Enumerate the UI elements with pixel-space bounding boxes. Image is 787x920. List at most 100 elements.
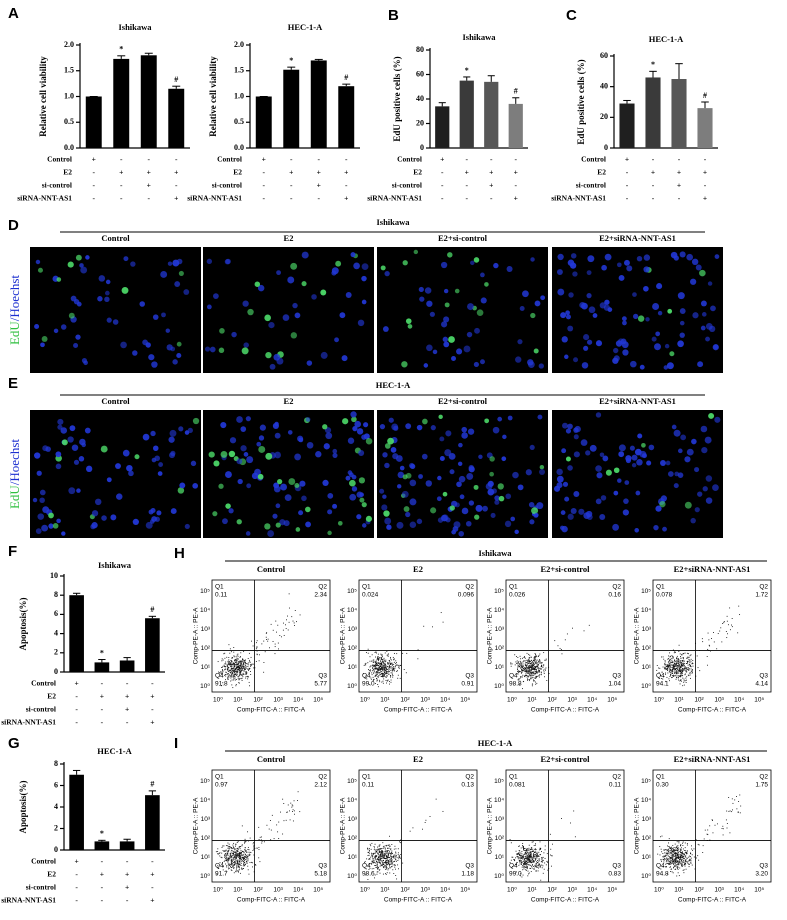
event-dot (687, 656, 689, 658)
event-dot (378, 663, 380, 664)
event-dot (376, 662, 378, 664)
event-dot (550, 854, 551, 856)
event-dot (681, 665, 683, 666)
event-dot (683, 861, 685, 863)
event-dot (674, 865, 676, 866)
event-dot (527, 662, 529, 664)
event-dot (220, 671, 222, 673)
event-dot (519, 671, 521, 673)
event-dot (227, 678, 229, 680)
event-dot (258, 846, 260, 848)
event-dot (299, 614, 301, 616)
event-dot (231, 661, 232, 663)
event-dot (530, 862, 532, 864)
cell-nucleus (380, 265, 386, 271)
event-dot (245, 672, 247, 674)
event-dot (239, 665, 241, 667)
event-dot (684, 858, 685, 860)
cell-nucleus (282, 314, 290, 321)
event-dot (241, 677, 243, 679)
cell-nucleus (458, 475, 466, 483)
event-dot (519, 684, 521, 686)
quadrant-percent: 0.30 (656, 782, 669, 789)
event-dot (246, 851, 247, 853)
event-dot (375, 662, 377, 664)
event-dot (378, 676, 379, 678)
group-title: Ishikawa (478, 548, 512, 558)
event-dot (239, 846, 241, 848)
event-dot (672, 667, 674, 669)
cell-nucleus (208, 451, 215, 458)
quadrant-name: Q2 (612, 584, 621, 591)
event-dot (684, 667, 686, 669)
event-dot (670, 852, 672, 854)
event-dot (677, 857, 679, 859)
event-dot (247, 831, 249, 833)
cell-nucleus (530, 312, 536, 319)
event-dot (238, 864, 240, 866)
event-dot (374, 854, 376, 856)
cell-nucleus (618, 451, 625, 458)
cell-nucleus (565, 456, 571, 462)
event-dot (544, 659, 546, 661)
x-tick-label: 10⁵ (460, 887, 470, 894)
event-dot (238, 678, 240, 680)
event-dot (682, 860, 684, 862)
event-dot (385, 847, 387, 849)
event-dot (530, 847, 532, 849)
event-dot (541, 662, 543, 664)
event-dot (688, 675, 690, 677)
event-dot (372, 669, 374, 671)
quadrant-name: Q1 (656, 774, 665, 781)
quadrant-name: Q4 (509, 673, 518, 680)
event-dot (384, 855, 385, 857)
cell-nucleus (701, 447, 708, 454)
event-dot (672, 850, 674, 852)
event-dot (537, 855, 539, 857)
event-dot (227, 852, 229, 854)
event-dot (385, 679, 387, 681)
significance-label: # (703, 91, 707, 100)
event-dot (554, 640, 556, 642)
event-dot (381, 854, 383, 856)
event-dot (374, 851, 376, 853)
event-dot (674, 663, 675, 665)
event-dot (532, 672, 534, 674)
event-dot (417, 658, 419, 660)
treatment-label: E2 (63, 168, 72, 177)
cell-nucleus (586, 339, 593, 345)
bar (619, 103, 635, 148)
cell-nucleus (116, 493, 123, 500)
y-tick-label: 0.0 (64, 143, 74, 152)
event-dot (684, 652, 686, 654)
event-dot (528, 864, 530, 866)
event-dot (233, 676, 235, 678)
event-dot (510, 662, 512, 664)
cell-nucleus (36, 470, 42, 476)
treatment-sign: + (125, 705, 129, 714)
event-dot (252, 663, 254, 665)
event-dot (685, 679, 687, 681)
event-dot (228, 657, 230, 658)
event-dot (249, 671, 251, 672)
event-dot (670, 855, 672, 857)
event-dot (288, 607, 290, 609)
event-dot (522, 842, 524, 844)
bar (119, 841, 135, 850)
event-dot (541, 851, 543, 853)
event-dot (669, 659, 671, 661)
event-dot (531, 851, 532, 853)
event-dot (682, 664, 684, 665)
event-dot (387, 861, 389, 863)
event-dot (530, 853, 532, 855)
cell-nucleus (381, 504, 388, 511)
cell-nucleus (568, 292, 574, 298)
event-dot (527, 678, 529, 680)
event-dot (233, 856, 235, 858)
event-dot (521, 855, 523, 857)
event-dot (538, 855, 540, 857)
event-dot (400, 854, 402, 855)
cell-nucleus (465, 520, 472, 527)
column-label: Control (101, 233, 130, 243)
event-dot (719, 630, 721, 632)
